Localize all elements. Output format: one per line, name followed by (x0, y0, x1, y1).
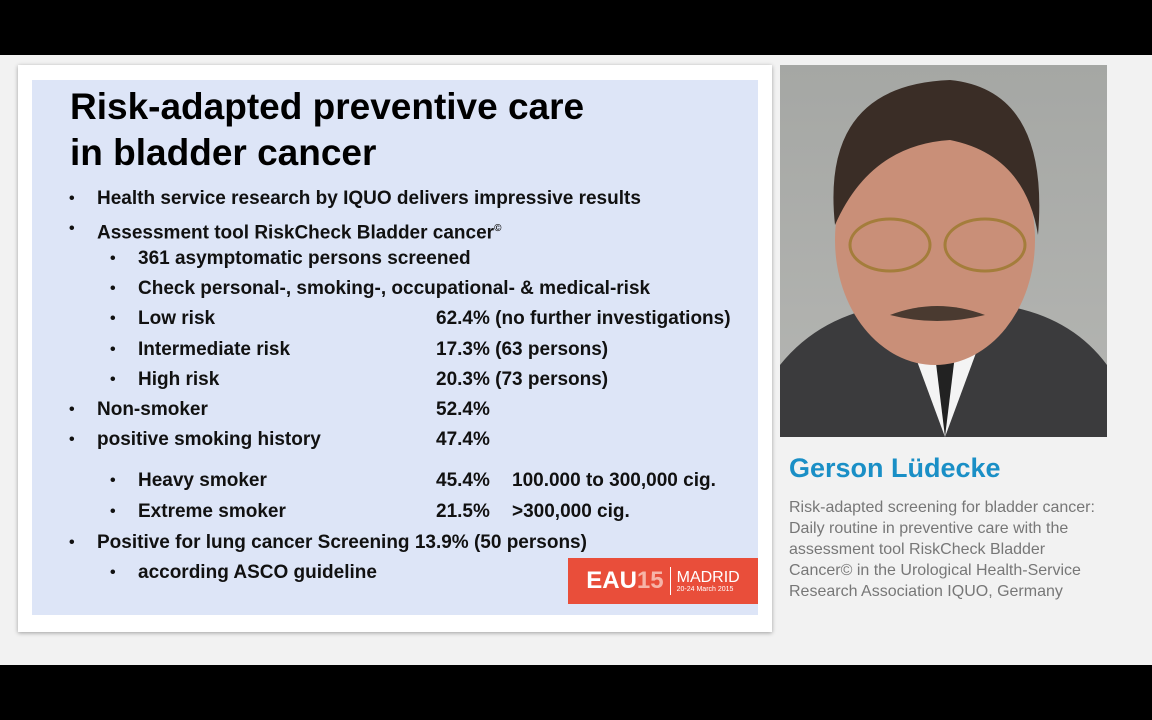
talk-description: Risk-adapted screening for bladder cance… (789, 499, 1095, 600)
bullet-text: High risk (138, 369, 220, 390)
bullet-item: • Non-smoker 52.4% (69, 398, 490, 422)
bullet-icon: • (110, 310, 116, 327)
slide: Risk-adapted preventive care in bladder … (32, 80, 758, 615)
slide-title: Risk-adapted preventive care in bladder … (70, 84, 584, 176)
bullet-item: • 361 asymptomatic persons screened (110, 247, 471, 271)
bullet-text: Extreme smoker (138, 501, 286, 522)
bullet-item: • Positive for lung cancer Screening 13.9… (69, 531, 587, 555)
title-line-2: in bladder cancer (70, 132, 377, 173)
bullet-value: 21.5% (436, 501, 490, 522)
bullet-item: • Assessment tool RiskCheck Bladder cance… (69, 217, 502, 244)
bullet-icon: • (110, 280, 116, 297)
eau15-madrid-logo: EAU15 MADRID 20-24 March 2015 (568, 558, 758, 604)
bullet-text: Heavy smoker (138, 470, 267, 491)
logo-divider (669, 567, 671, 595)
bullet-icon: • (69, 534, 75, 551)
logo-num: 15 (636, 567, 664, 594)
bullet-icon: • (110, 564, 116, 581)
bullet-text: 361 asymptomatic persons screened (138, 248, 471, 269)
bullet-icon: • (110, 503, 116, 520)
bullet-text: positive smoking history (97, 429, 321, 450)
bullet-icon: • (69, 190, 75, 207)
bullet-text: Check personal-, smoking-, occupational-… (138, 278, 651, 299)
bullet-value: 47.4% (436, 429, 490, 450)
video-stage: Risk-adapted preventive care in bladder … (0, 55, 1152, 665)
bullet-icon: • (69, 431, 75, 448)
bullet-extra: >300,000 cig. (512, 501, 630, 522)
bullet-extra: 100.000 to 300,000 cig. (512, 470, 716, 491)
bullet-icon: • (69, 220, 75, 237)
bullet-item: • Check personal-, smoking-, occupational… (110, 277, 651, 301)
bullet-value: 62.4% (no further investigations) (436, 308, 731, 329)
bullet-text: Non-smoker (97, 399, 208, 420)
bullet-icon: • (69, 401, 75, 418)
bullet-value: 45.4% (436, 470, 490, 491)
slide-card: Risk-adapted preventive care in bladder … (18, 65, 772, 632)
bullet-item: • Low risk 62.4% (no further investigation… (110, 307, 731, 331)
bullet-text: according ASCO guideline (138, 562, 377, 583)
bullet-item: • Intermediate risk 17.3% (63 persons) (110, 338, 608, 362)
bullet-item: • according ASCO guideline (110, 561, 377, 585)
bullet-icon: • (110, 341, 116, 358)
speaker-photo (780, 65, 1107, 437)
bullet-icon: • (110, 250, 116, 267)
bullet-text: Health service research by IQUO delivers… (97, 188, 641, 209)
copyright-mark: © (494, 223, 502, 234)
logo-eau-text: EAU15 (586, 567, 663, 595)
logo-dates: 20-24 March 2015 (676, 585, 734, 593)
bullet-text: Intermediate risk (138, 339, 291, 360)
bullet-value: 20.3% (73 persons) (436, 369, 609, 390)
logo-city: MADRID (676, 568, 740, 586)
speaker-name: Gerson Lüdecke (789, 453, 1001, 483)
bullet-text: Positive for lung cancer Screening 13.9%… (97, 532, 587, 553)
bullet-icon: • (110, 371, 116, 388)
bullet-icon: • (110, 472, 116, 489)
bullet-item: • Health service research by IQUO deliver… (69, 187, 641, 211)
bullet-value: 17.3% (63 persons) (436, 339, 609, 360)
title-line-1: Risk-adapted preventive care (70, 86, 585, 127)
logo-eau: EAU (586, 567, 637, 594)
bullet-value: 52.4% (436, 399, 490, 420)
bullet-item: • High risk 20.3% (73 persons) (110, 368, 608, 392)
bullet-item: • positive smoking history 47.4% (69, 428, 490, 452)
bullet-text: Low risk (138, 308, 216, 329)
logo-city-block: MADRID 20-24 March 2015 (676, 568, 740, 593)
bullet-item: • Heavy smoker 45.4% 100.000 to 300,000 cig… (110, 469, 716, 493)
bullet-item: • Extreme smoker 21.5% >300,000 cig. (110, 500, 630, 524)
bullet-text: Assessment tool RiskCheck Bladder cancer (97, 222, 495, 244)
